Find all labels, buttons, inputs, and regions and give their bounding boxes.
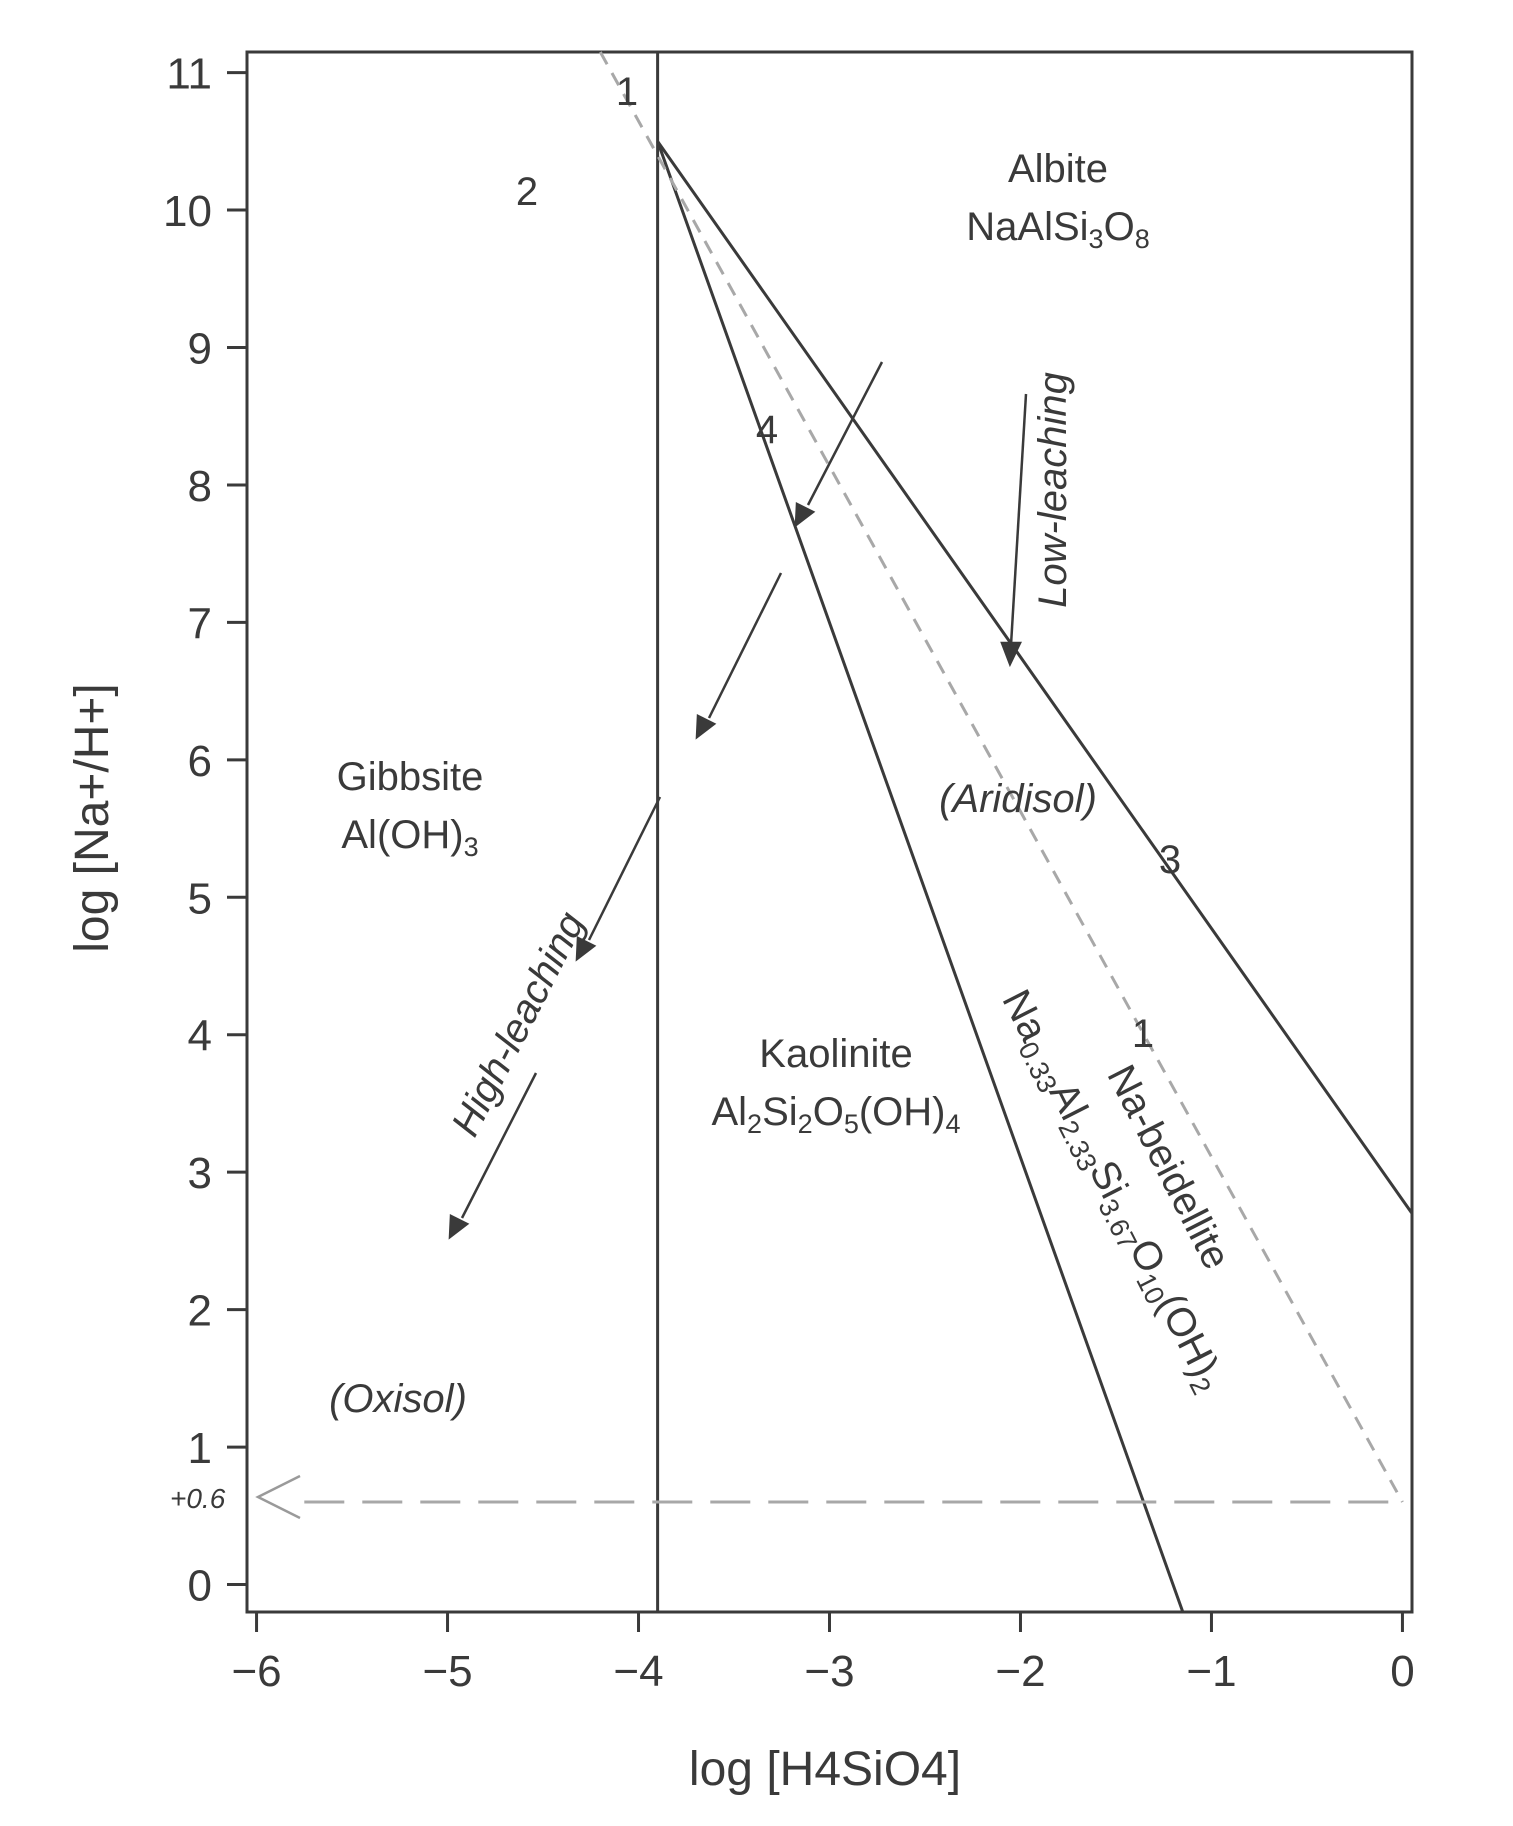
arrow-middle bbox=[707, 572, 783, 719]
x-axis-title: log [H4SiO4] bbox=[689, 1743, 961, 1796]
label-kaolinite-formula: Al2Si2O5(OH)4 bbox=[711, 1090, 960, 1139]
x-tick-label: −3 bbox=[804, 1647, 854, 1696]
x-tick-label: −2 bbox=[995, 1647, 1045, 1696]
marker-1-top: 1 bbox=[616, 70, 638, 114]
arrowhead-upper bbox=[794, 502, 816, 528]
label-06: +0.6 bbox=[170, 1483, 226, 1514]
y-tick-label: 4 bbox=[188, 1012, 212, 1061]
boundary-lines bbox=[304, 51, 1414, 1613]
arrow-upper bbox=[806, 361, 884, 506]
arrowhead-high-lower bbox=[448, 1214, 470, 1240]
label-albite-name: Albite bbox=[1008, 147, 1108, 191]
marker-4: 4 bbox=[756, 408, 778, 452]
x-tick-label: −5 bbox=[422, 1647, 472, 1696]
label-low-leaching: Low-leaching bbox=[1031, 372, 1075, 608]
y-axis-ticks: 0 1 2 3 4 5 6 7 8 9 10 11 bbox=[163, 50, 247, 1611]
marker-3: 3 bbox=[1159, 838, 1181, 882]
arrowhead-middle bbox=[695, 714, 717, 740]
marker-1-mid: 1 bbox=[1132, 1012, 1154, 1056]
y-tick-label: 8 bbox=[188, 462, 212, 511]
label-albite-formula: NaAlSi3O8 bbox=[966, 205, 1149, 254]
boundary-line-4 bbox=[599, 51, 1404, 1503]
arrow-high-upper bbox=[587, 796, 662, 941]
y-tick-label: 11 bbox=[166, 50, 212, 99]
boundary-line-3 bbox=[656, 140, 1185, 1613]
x-tick-label: −6 bbox=[231, 1647, 281, 1696]
label-gibbsite-formula: Al(OH)3 bbox=[341, 813, 478, 862]
y-axis-title: log [Na+/H+] bbox=[66, 683, 119, 952]
y-tick-label: 5 bbox=[188, 874, 212, 923]
arrowhead-high-upper bbox=[575, 936, 597, 962]
y-tick-label: 9 bbox=[188, 325, 212, 374]
arrowhead-low-leaching bbox=[1000, 641, 1022, 668]
label-aridisol: (Aridisol) bbox=[939, 777, 1097, 821]
x-tick-label: −1 bbox=[1186, 1647, 1236, 1696]
y-tick-label: 7 bbox=[188, 599, 212, 648]
boundary-line-2 bbox=[656, 140, 1414, 1215]
x-tick-label: 0 bbox=[1390, 1647, 1414, 1696]
label-kaolinite-name: Kaolinite bbox=[759, 1032, 912, 1076]
arrow-06-chevron bbox=[255, 1474, 301, 1520]
y-tick-label: 6 bbox=[188, 737, 212, 786]
arrow-high-lower bbox=[460, 1072, 538, 1219]
leaching-arrows bbox=[255, 361, 1028, 1520]
arrow-low-leaching bbox=[1009, 393, 1028, 646]
y-tick-label: 1 bbox=[188, 1424, 212, 1473]
y-tick-label: 2 bbox=[188, 1287, 212, 1336]
marker-2: 2 bbox=[516, 170, 538, 214]
x-axis-ticks: −6 −5 −4 −3 −2 −1 0 bbox=[231, 1612, 1415, 1696]
y-tick-label: 0 bbox=[188, 1562, 212, 1611]
y-tick-label: 3 bbox=[188, 1149, 212, 1198]
label-gibbsite-name: Gibbsite bbox=[337, 755, 484, 799]
x-tick-label: −4 bbox=[613, 1647, 663, 1696]
y-tick-label: 10 bbox=[163, 187, 212, 236]
label-oxisol: (Oxisol) bbox=[329, 1377, 467, 1421]
